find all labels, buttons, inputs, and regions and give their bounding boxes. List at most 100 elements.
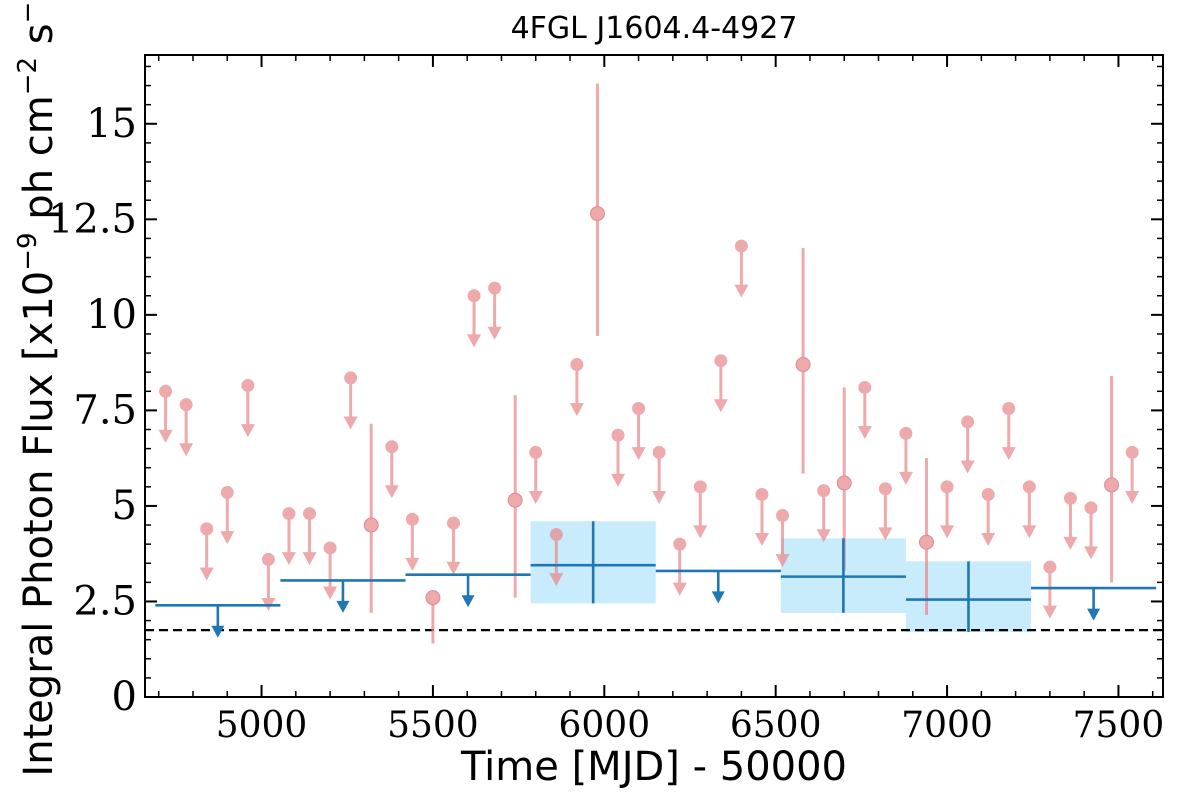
upper-limit-arrow [878,527,893,541]
upper-limit-marker [159,384,173,398]
short-bin-upper-limit-13 [467,289,482,348]
upper-limit-arrow [158,429,173,443]
upper-limit-marker [961,415,975,429]
upper-limit-arrow [816,529,831,543]
x-tick-label: 6500 [730,705,822,746]
short-bin-upper-limit-29 [878,482,893,541]
short-bin-upper-limit-21 [672,537,687,596]
y-tick-label: 0 [112,674,137,720]
short-bin-upper-limit-7 [302,507,317,566]
upper-limit-marker [858,380,872,394]
upper-limit-arrow [631,447,646,461]
upper-limit-arrow [343,416,358,430]
upper-limit-marker [344,371,358,385]
upper-limit-arrow [1063,536,1078,550]
axis-ticks: 5000 5500 6000 6500 7000 7500 0 2.5 5 7.5 10 12.5 15 [48,55,1164,746]
upper-limit-marker [981,487,995,501]
upper-limit-arrow [734,284,749,298]
upper-limit-marker [817,484,831,498]
upper-limit-marker [611,428,625,442]
x-tick-label: 7500 [1073,705,1165,746]
upper-limit-arrow [1001,447,1016,461]
upper-limit-marker [940,480,954,494]
upper-limit-marker [652,445,666,459]
detection-marker [1104,477,1120,493]
upper-limit-arrow [857,426,872,440]
long-bin-arrow [1087,608,1101,621]
upper-limit-arrow [405,557,420,571]
upper-limit-marker [179,398,193,412]
y-tick-label: 12.5 [48,196,137,242]
upper-limit-arrow [1022,525,1037,539]
short-bin-upper-limit-19 [631,401,646,461]
short-bin-upper-limit-35 [1022,480,1037,539]
upper-limit-marker [323,541,337,555]
upper-limit-arrow [199,567,214,581]
short-bin-upper-limit-24 [734,239,749,298]
short-bin-upper-limit-8 [323,541,338,600]
short-bin-upper-limit-32 [960,415,975,474]
short-bin-upper-limit-1 [179,398,194,457]
short-bin-upper-limit-28 [857,380,872,440]
upper-limit-marker [1125,445,1139,459]
short-bin-upper-limit-22 [693,480,708,539]
short-bin-upper-limit-39 [1125,445,1140,505]
short-bin-upper-limit-37 [1063,491,1078,550]
short-bin-detection-7 [1104,376,1120,583]
chart-title: 4FGL J1604.4-4927 [511,11,798,46]
plot-content [145,83,1163,644]
upper-limit-arrow [323,586,338,600]
upper-limit-marker [734,239,748,253]
long-bin-upper-limit-1 [280,579,406,613]
y-axis-label: Integral Photon Flux [x10−9 ph cm−2 s−1] [13,0,62,777]
short-bin-upper-limit-38 [1084,501,1099,560]
upper-limit-arrow [467,334,482,348]
short-bin-upper-limit-11 [405,512,420,571]
short-bin-upper-limit-33 [981,487,996,547]
upper-limit-arrow [652,491,667,505]
long-bin-detection-2 [905,561,1032,633]
long-bin-upper-limit-0 [155,603,281,638]
short-bin-detection-0 [363,423,379,613]
upper-limit-marker [714,354,728,368]
detection-marker [918,534,934,550]
upper-limit-arrow [713,399,728,413]
long-bin-upper-limit-3 [655,569,781,604]
detection-marker [363,517,379,533]
upper-limit-marker [673,537,687,551]
short-bin-upper-limit-23 [713,354,728,413]
long-bin-upper-limit-4 [1031,586,1157,621]
upper-limit-marker [899,426,913,440]
short-bin-upper-limit-5 [261,552,276,612]
upper-limit-arrow [754,533,769,547]
short-bin-upper-limit-14 [487,281,502,340]
upper-limit-marker [529,445,543,459]
upper-limit-marker [405,512,419,526]
upper-limit-arrow [487,326,502,340]
upper-limit-marker [755,487,769,501]
long-bin-detection-0 [530,521,656,604]
detection-marker [589,206,605,222]
short-bin-upper-limit-36 [1042,560,1057,619]
upper-limit-marker [878,482,892,496]
y-tick-label: 10 [86,292,137,338]
upper-limit-arrow [446,561,461,575]
short-bin-upper-limit-6 [281,507,296,566]
short-bin-upper-limit-4 [240,379,255,438]
upper-limit-arrow [775,554,790,568]
upper-limit-marker [776,508,790,522]
short-bin-upper-limit-9 [343,371,358,430]
short-bin-upper-limit-10 [384,440,399,499]
short-bin-upper-limit-12 [446,516,461,575]
short-bin-upper-limit-30 [898,426,913,485]
upper-limit-arrow [569,403,584,417]
plot-frame [144,54,1164,698]
long-bin-upper-limit-2 [405,573,531,608]
y-tick-label: 5 [112,483,137,529]
upper-limit-arrow [1042,605,1057,619]
short-bin-upper-limit-17 [569,358,584,417]
x-tick-label: 5500 [387,705,479,746]
upper-limit-marker [200,522,214,536]
short-bin-upper-limit-3 [220,486,235,545]
